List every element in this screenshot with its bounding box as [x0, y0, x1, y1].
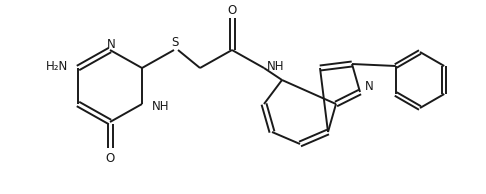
Text: N: N: [106, 37, 115, 50]
Text: S: S: [171, 36, 179, 49]
Text: H₂N: H₂N: [46, 61, 68, 74]
Text: NH: NH: [267, 61, 284, 74]
Text: O: O: [105, 152, 115, 165]
Text: O: O: [227, 3, 237, 16]
Text: NH: NH: [152, 100, 170, 113]
Text: N: N: [365, 80, 374, 93]
